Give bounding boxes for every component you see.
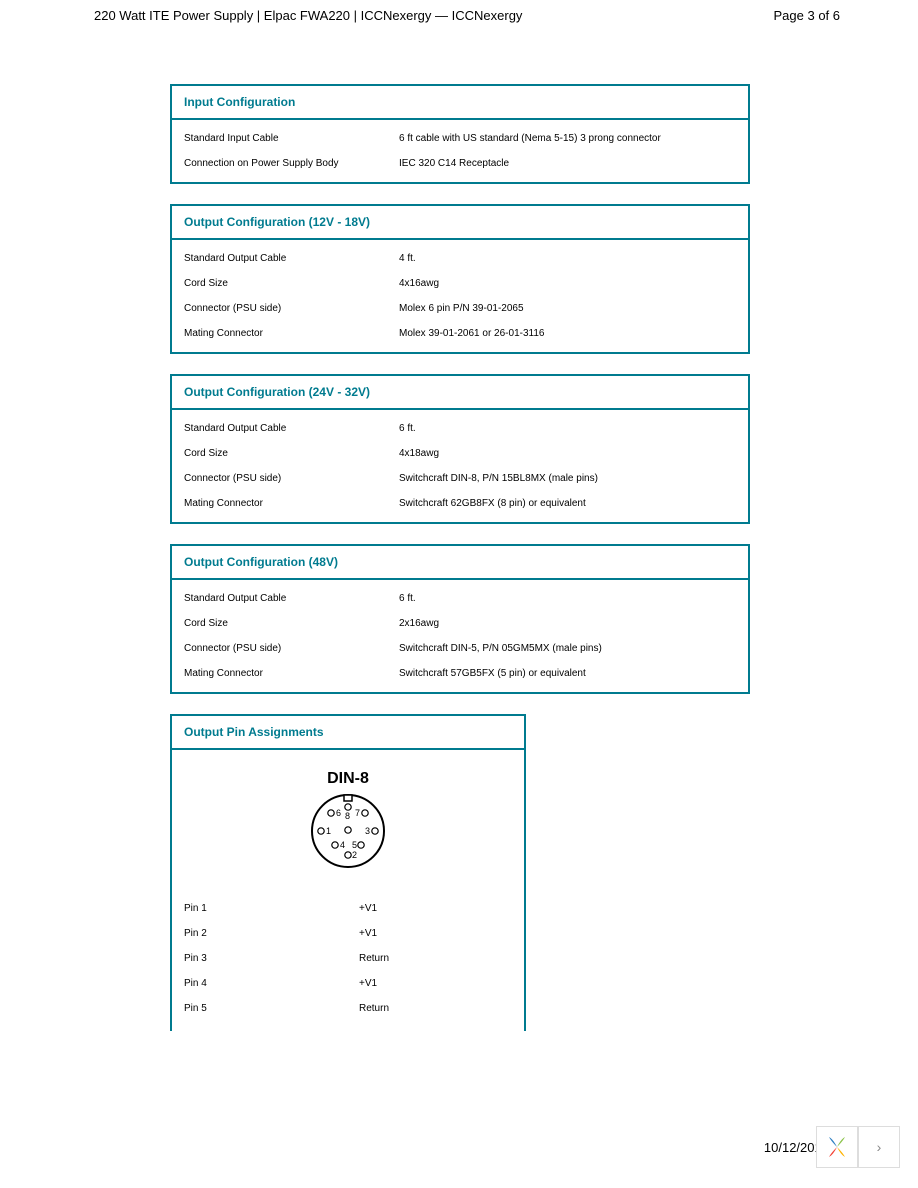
row-value: 4 ft.	[399, 253, 736, 264]
din8-label: DIN-8	[184, 770, 512, 788]
table-row: Standard Input Cable 6 ft cable with US …	[184, 126, 736, 151]
row-value: Switchcraft 62GB8FX (8 pin) or equivalen…	[399, 498, 736, 509]
pin-label: Pin 5	[184, 1003, 359, 1014]
pin-value: +V1	[359, 903, 512, 914]
row-label: Mating Connector	[184, 498, 399, 509]
table-title: Output Pin Assignments	[172, 716, 524, 750]
table-row: Cord Size 4x16awg	[184, 271, 736, 296]
pin-value: +V1	[359, 978, 512, 989]
pin-row: Pin 1 +V1	[184, 896, 512, 921]
table-row: Connector (PSU side) Molex 6 pin P/N 39-…	[184, 296, 736, 321]
svg-text:5: 5	[352, 840, 357, 850]
table-row: Connection on Power Supply Body IEC 320 …	[184, 151, 736, 176]
pin-row: Pin 3 Return	[184, 946, 512, 971]
output-configuration-12v-table: Output Configuration (12V - 18V) Standar…	[170, 204, 750, 354]
row-value: 6 ft.	[399, 593, 736, 604]
table-title: Output Configuration (48V)	[172, 546, 748, 580]
svg-text:8: 8	[345, 811, 350, 821]
din8-diagram: DIN-8 1 6 8	[184, 760, 512, 896]
pin-label: Pin 1	[184, 903, 359, 914]
row-value: Molex 39-01-2061 or 26-01-3116	[399, 328, 736, 339]
pin-label: Pin 4	[184, 978, 359, 989]
row-value: Switchcraft DIN-8, P/N 15BL8MX (male pin…	[399, 473, 736, 484]
row-value: Switchcraft DIN-5, P/N 05GM5MX (male pin…	[399, 643, 736, 654]
main-content: Input Configuration Standard Input Cable…	[170, 84, 750, 1051]
pin-row: Pin 2 +V1	[184, 921, 512, 946]
row-value: 6 ft.	[399, 423, 736, 434]
row-label: Connector (PSU side)	[184, 473, 399, 484]
row-label: Connection on Power Supply Body	[184, 158, 399, 169]
table-body: Standard Output Cable 4 ft. Cord Size 4x…	[172, 240, 748, 352]
svg-text:2: 2	[352, 850, 357, 860]
din8-connector-icon: 1 6 8 7 3	[310, 793, 386, 874]
pin-row: Pin 4 +V1	[184, 971, 512, 996]
row-label: Mating Connector	[184, 668, 399, 679]
table-body: Standard Output Cable 6 ft. Cord Size 2x…	[172, 580, 748, 692]
table-body: DIN-8 1 6 8	[172, 750, 524, 1031]
table-body: Standard Output Cable 6 ft. Cord Size 4x…	[172, 410, 748, 522]
row-label: Standard Output Cable	[184, 423, 399, 434]
row-label: Connector (PSU side)	[184, 303, 399, 314]
page-footer: 10/12/2011 ›	[764, 1126, 900, 1168]
row-value: 2x16awg	[399, 618, 736, 629]
pin-value: +V1	[359, 928, 512, 939]
table-row: Mating Connector Switchcraft 62GB8FX (8 …	[184, 491, 736, 516]
table-title: Output Configuration (12V - 18V)	[172, 206, 748, 240]
pin-label: Pin 2	[184, 928, 359, 939]
pin-value: Return	[359, 953, 512, 964]
table-row: Standard Output Cable 6 ft.	[184, 416, 736, 441]
table-body: Standard Input Cable 6 ft cable with US …	[172, 120, 748, 182]
svg-text:4: 4	[340, 840, 345, 850]
table-row: Cord Size 4x18awg	[184, 441, 736, 466]
output-configuration-48v-table: Output Configuration (48V) Standard Outp…	[170, 544, 750, 694]
row-value: 6 ft cable with US standard (Nema 5-15) …	[399, 133, 736, 144]
row-label: Standard Output Cable	[184, 593, 399, 604]
output-pin-assignments-table: Output Pin Assignments DIN-8 1 6	[170, 714, 526, 1031]
row-value: 4x18awg	[399, 448, 736, 459]
svg-text:7: 7	[355, 808, 360, 818]
row-value: IEC 320 C14 Receptacle	[399, 158, 736, 169]
table-row: Mating Connector Switchcraft 57GB5FX (5 …	[184, 661, 736, 686]
table-title: Input Configuration	[172, 86, 748, 120]
row-label: Standard Output Cable	[184, 253, 399, 264]
output-configuration-24v-table: Output Configuration (24V - 32V) Standar…	[170, 374, 750, 524]
input-configuration-table: Input Configuration Standard Input Cable…	[170, 84, 750, 184]
svg-text:3: 3	[365, 826, 370, 836]
row-label: Standard Input Cable	[184, 133, 399, 144]
table-row: Standard Output Cable 4 ft.	[184, 246, 736, 271]
svg-text:1: 1	[326, 826, 331, 836]
svg-text:6: 6	[336, 808, 341, 818]
chevron-right-icon[interactable]: ›	[858, 1126, 900, 1168]
row-label: Cord Size	[184, 618, 399, 629]
row-label: Mating Connector	[184, 328, 399, 339]
row-label: Cord Size	[184, 278, 399, 289]
row-label: Connector (PSU side)	[184, 643, 399, 654]
page-header: 220 Watt ITE Power Supply | Elpac FWA220…	[94, 8, 840, 23]
header-page: Page 3 of 6	[774, 8, 841, 23]
pin-label: Pin 3	[184, 953, 359, 964]
header-title: 220 Watt ITE Power Supply | Elpac FWA220…	[94, 8, 522, 23]
table-row: Cord Size 2x16awg	[184, 611, 736, 636]
table-title: Output Configuration (24V - 32V)	[172, 376, 748, 410]
row-label: Cord Size	[184, 448, 399, 459]
clip-logo-icon[interactable]	[816, 1126, 858, 1168]
row-value: 4x16awg	[399, 278, 736, 289]
table-row: Mating Connector Molex 39-01-2061 or 26-…	[184, 321, 736, 346]
pin-row: Pin 5 Return	[184, 996, 512, 1021]
table-row: Connector (PSU side) Switchcraft DIN-8, …	[184, 466, 736, 491]
row-value: Switchcraft 57GB5FX (5 pin) or equivalen…	[399, 668, 736, 679]
row-value: Molex 6 pin P/N 39-01-2065	[399, 303, 736, 314]
table-row: Connector (PSU side) Switchcraft DIN-5, …	[184, 636, 736, 661]
table-row: Standard Output Cable 6 ft.	[184, 586, 736, 611]
pin-value: Return	[359, 1003, 512, 1014]
